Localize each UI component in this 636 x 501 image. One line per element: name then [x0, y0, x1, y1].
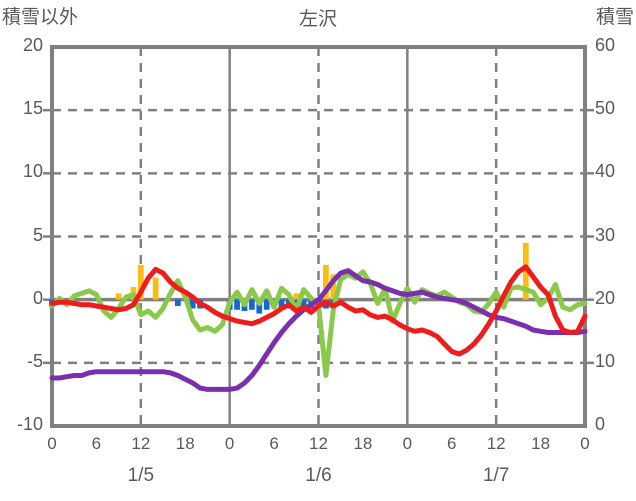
- y-axis-left-tick-label: 0: [32, 287, 43, 308]
- x-axis-day-label: 1/5: [127, 465, 155, 486]
- y-axis-left-tick-label: 5: [32, 224, 43, 245]
- x-axis-tick-label: 0: [47, 434, 57, 453]
- right-axis-title: 積雪: [595, 7, 634, 28]
- y-axis-left-tick-label: -5: [26, 350, 43, 371]
- x-axis-tick-label: 12: [486, 434, 506, 453]
- y-axis-right-tick-label: 20: [595, 287, 616, 308]
- page-title: 左沢: [298, 9, 337, 30]
- y-axis-left-tick-label: 15: [22, 98, 43, 119]
- y-axis-right-tick-label: 30: [595, 224, 616, 245]
- y-axis-right-tick-label: 50: [595, 98, 616, 119]
- x-axis-tick-label: 12: [131, 434, 151, 453]
- plot-area: [50, 45, 587, 428]
- x-axis-day-label: 1/7: [482, 465, 510, 486]
- y-axis-left-tick-label: -10: [16, 414, 43, 434]
- y-axis-right-tick-label: 0: [595, 414, 606, 434]
- y-axis-right-tick-label: 10: [595, 350, 616, 371]
- y-axis-left-tick-label: 10: [22, 161, 43, 182]
- y-axis-right-tick-label: 60: [595, 35, 616, 55]
- y-axis-right-tick-label: 40: [595, 161, 616, 182]
- x-axis-tick-label: 6: [447, 434, 457, 453]
- x-axis-tick-label: 18: [531, 434, 551, 453]
- x-axis-tick-label: 6: [91, 434, 102, 453]
- x-axis-tick-label: 0: [580, 434, 590, 453]
- x-axis-day-label: 1/6: [305, 465, 332, 486]
- y-axis-left-tick-label: 20: [22, 35, 43, 55]
- x-axis-tick-label: 18: [353, 434, 373, 453]
- x-axis-tick-label: 6: [269, 434, 279, 453]
- x-axis-tick-label: 0: [224, 434, 235, 453]
- x-axis-tick-label: 0: [402, 434, 413, 453]
- x-axis-tick-label: 12: [309, 434, 328, 453]
- left-axis-title: 積雪以外: [2, 7, 79, 28]
- x-axis-tick-label: 18: [175, 434, 195, 453]
